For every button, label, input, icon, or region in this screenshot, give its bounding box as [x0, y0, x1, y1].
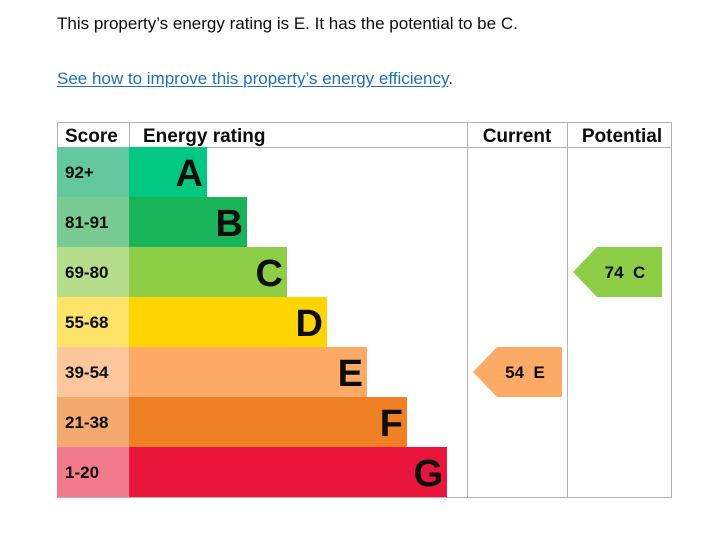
- score-cell-b: [57, 197, 129, 247]
- current-rating-arrow: [473, 347, 562, 397]
- score-range-b: 81-91: [65, 213, 108, 232]
- rating-letter-e: E: [338, 353, 363, 395]
- score-cell-g: [57, 447, 129, 497]
- rating-letter-f: F: [380, 403, 403, 445]
- rating-bar-g: [129, 447, 447, 497]
- rating-bands: 92+ A 81-91 B 69-80 C 55-68 D 39-54 E 21-38 F 1-20 G: [57, 147, 447, 497]
- rating-letter-c: C: [256, 253, 283, 295]
- potential-column-header: Potential: [582, 126, 662, 147]
- potential-rating-arrow: [573, 247, 662, 297]
- rating-bar-b: [129, 197, 247, 247]
- improve-efficiency-paragraph: See how to improve this property’s energ…: [57, 67, 453, 91]
- rating-letter-b: B: [216, 203, 243, 245]
- score-range-d: 55-68: [65, 313, 108, 332]
- rating-markers: 54 E 74 C: [473, 247, 662, 397]
- rating-letter-d: D: [296, 303, 323, 345]
- rating-letter-a: A: [176, 153, 203, 195]
- current-column-header: Current: [483, 126, 552, 147]
- energy-rating-summary: This property’s energy rating is E. It h…: [57, 14, 518, 33]
- score-cell-c: [57, 247, 129, 297]
- rating-bar-c: [129, 247, 287, 297]
- rating-bar-f: [129, 397, 407, 447]
- rating-bar-d: [129, 297, 327, 347]
- score-cell-d: [57, 297, 129, 347]
- score-column-header: Score: [65, 126, 118, 147]
- score-range-e: 39-54: [65, 363, 109, 382]
- potential-rating-label: 74 C: [605, 263, 646, 282]
- current-rating-label: 54 E: [505, 363, 545, 382]
- score-cell-f: [57, 397, 129, 447]
- score-range-f: 21-38: [65, 413, 108, 432]
- energy-rating-column-header: Energy rating: [143, 126, 265, 147]
- score-cell-e: [57, 347, 129, 397]
- rating-bar-a: [129, 147, 207, 197]
- rating-letter-g: G: [413, 453, 443, 495]
- score-range-c: 69-80: [65, 263, 108, 282]
- score-range-a: 92+: [65, 163, 94, 182]
- score-cell-a: [57, 147, 129, 197]
- score-range-g: 1-20: [65, 463, 99, 482]
- link-suffix: .: [448, 69, 453, 88]
- rating-bar-e: [129, 347, 367, 397]
- improve-efficiency-link[interactable]: See how to improve this property’s energ…: [57, 69, 449, 88]
